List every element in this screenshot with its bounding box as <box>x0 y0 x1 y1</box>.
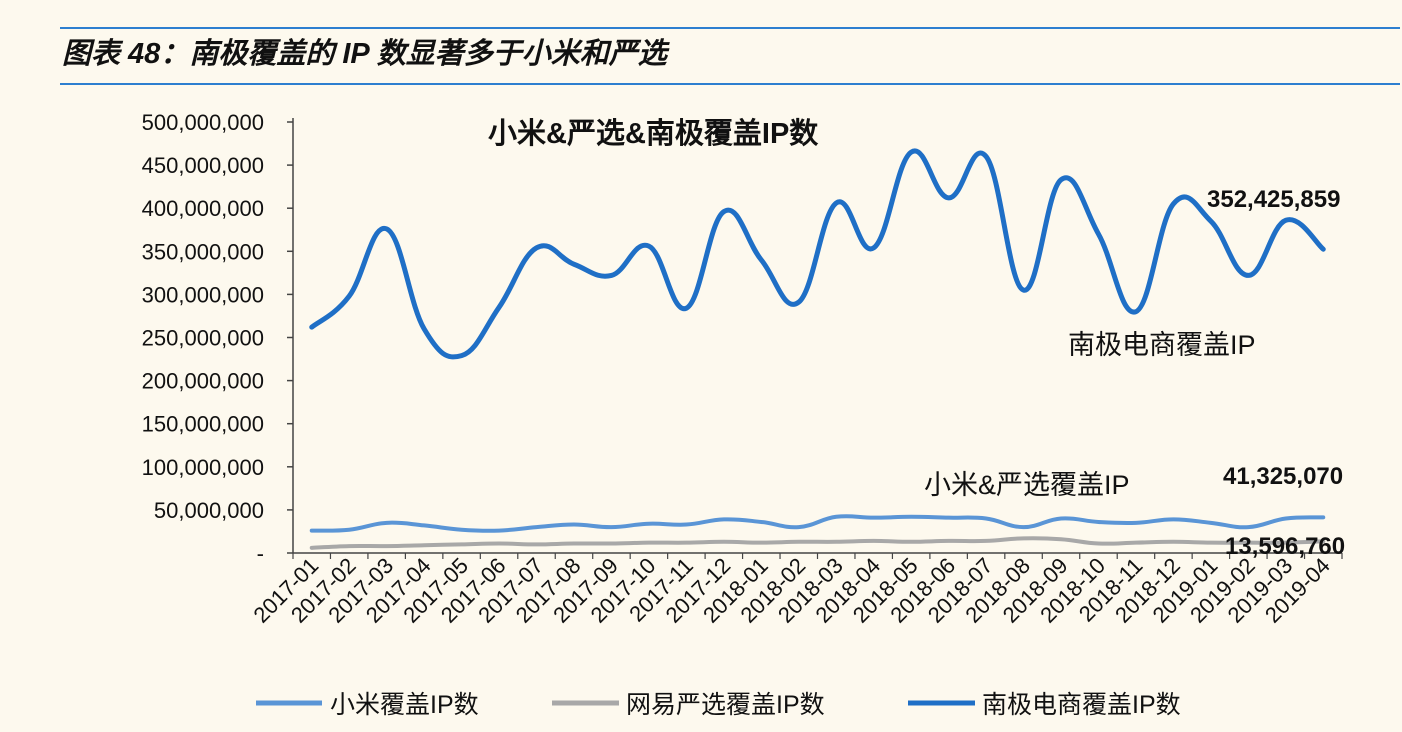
y-tick-label: 200,000,000 <box>142 369 264 394</box>
series-line-xiaomi <box>309 514 1326 533</box>
series-line-nanji <box>309 148 1326 360</box>
nanji-last-value-label: 352,425,859 <box>1207 186 1340 213</box>
legend-label-nanji: 南极电商覆盖IP数 <box>982 691 1181 719</box>
series-line-yanxuan <box>309 536 1326 550</box>
y-tick-label: 50,000,000 <box>154 498 264 523</box>
figure-title: 图表 48：南极覆盖的 IP 数显著多于小米和严选 <box>62 37 671 70</box>
legend: 小米覆盖IP数 网易严选覆盖IP数 南极电商覆盖IP数 <box>256 691 1181 719</box>
y-tick-label: 300,000,000 <box>142 282 264 307</box>
legend-label-xiaomi: 小米覆盖IP数 <box>330 691 479 719</box>
chart-title: 小米&严选&南极覆盖IP数 <box>488 117 819 150</box>
legend-label-yanxuan: 网易严选覆盖IP数 <box>626 691 825 719</box>
y-tick-label: 250,000,000 <box>142 326 264 351</box>
xm-yx-series-label: 小米&严选覆盖IP <box>924 470 1130 500</box>
y-tick-label: 450,000,000 <box>142 153 264 178</box>
y-tick-label: 500,000,000 <box>142 110 264 135</box>
y-tick-label: 100,000,000 <box>142 455 264 480</box>
yx-last-value-label: 13,596,760 <box>1225 533 1345 560</box>
y-tick-label: - <box>257 541 264 566</box>
y-axis-ticks: - 50,000,000 100,000,000 150,000,000 200,000… <box>142 110 293 566</box>
xm-last-value-label: 41,325,070 <box>1223 463 1343 490</box>
x-axis-ticks: 2017-012017-022017-032017-042017-052017-… <box>248 553 1343 628</box>
y-tick-label: 400,000,000 <box>142 196 264 221</box>
series-lines <box>309 148 1326 550</box>
y-tick-label: 350,000,000 <box>142 239 264 264</box>
y-tick-label: 150,000,000 <box>142 412 264 437</box>
nanji-series-label: 南极电商覆盖IP <box>1068 330 1256 360</box>
